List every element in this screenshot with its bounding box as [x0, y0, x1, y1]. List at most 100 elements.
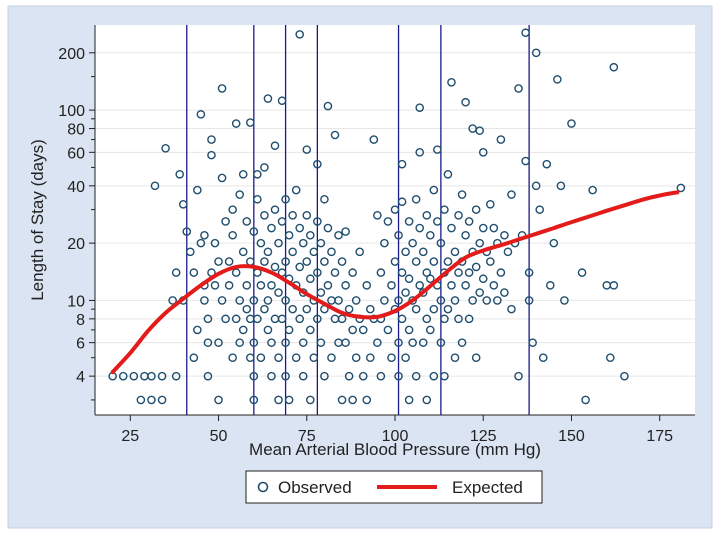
observed-point [277, 314, 287, 324]
observed-point [394, 371, 403, 381]
observed-point [521, 28, 530, 38]
observed-point [245, 118, 255, 127]
observed-point [305, 274, 315, 284]
observed-point [281, 257, 290, 266]
observed-point [454, 314, 463, 324]
observed-point [447, 223, 456, 233]
observed-point [401, 353, 410, 363]
observed-point [256, 281, 266, 290]
y-tick-label: 60 [67, 145, 85, 162]
observed-point [401, 288, 410, 297]
observed-point [553, 75, 562, 84]
observed-point [531, 181, 541, 191]
observed-point [118, 371, 128, 381]
observed-point [249, 395, 259, 405]
observed-point [475, 288, 485, 297]
observed-point [203, 371, 213, 381]
observed-point [415, 223, 425, 233]
observed-point [397, 159, 407, 169]
observed-point [478, 148, 488, 157]
observed-point [210, 238, 220, 248]
observed-point [397, 197, 407, 207]
observed-point [560, 296, 569, 305]
observed-point [175, 169, 185, 179]
observed-point [238, 169, 248, 179]
observed-point [535, 205, 545, 214]
y-tick-label: 8 [76, 312, 85, 329]
observed-point [274, 238, 283, 248]
observed-point [447, 281, 456, 290]
observed-point [305, 230, 315, 240]
observed-point [411, 257, 421, 266]
observed-point [193, 185, 202, 195]
observed-point [210, 281, 220, 290]
observed-point [475, 238, 485, 248]
observed-point [305, 325, 315, 335]
observed-point [291, 185, 301, 195]
observed-point [404, 395, 414, 405]
observed-point [196, 238, 206, 248]
observed-point [609, 281, 619, 290]
observed-point [185, 247, 195, 257]
observed-point [344, 371, 354, 381]
observed-point [316, 238, 326, 248]
observed-point [228, 230, 237, 240]
observed-point [471, 353, 481, 363]
x-axis-ticks: 25 50 75 100 125 150 175 [121, 415, 673, 445]
observed-point [263, 296, 273, 305]
observed-point [228, 205, 237, 214]
observed-point [411, 304, 421, 314]
observed-point [263, 247, 273, 257]
observed-point [196, 110, 206, 119]
observed-point [253, 314, 262, 324]
observed-point [461, 230, 470, 240]
observed-point [464, 314, 474, 324]
observed-point [401, 247, 410, 257]
observed-point [514, 84, 523, 93]
expected-line [110, 190, 680, 375]
observed-point [351, 296, 361, 305]
observed-point [323, 281, 333, 290]
observed-point [581, 395, 590, 405]
observed-point [270, 141, 280, 151]
observed-point [157, 395, 167, 405]
x-tick-label: 25 [121, 428, 139, 445]
x-tick-label: 50 [210, 428, 228, 445]
observed-point [171, 268, 181, 277]
observed-point [362, 281, 372, 290]
observed-point [440, 371, 449, 381]
observed-point [242, 304, 252, 314]
observed-point [238, 325, 248, 335]
observed-point [284, 395, 294, 405]
observed-point [531, 48, 541, 58]
observed-point [380, 296, 389, 305]
observed-point [556, 181, 566, 191]
observed-point [418, 338, 428, 347]
observed-point [383, 325, 393, 335]
x-tick-label: 75 [298, 428, 316, 445]
observed-point [320, 257, 329, 266]
observed-point [217, 84, 227, 93]
x-tick-label: 125 [470, 428, 497, 445]
observed-point [323, 101, 333, 111]
observed-point [468, 296, 477, 305]
y-axis-ticks: 4 6 8 10 20 40 60 80 100 200 [58, 46, 95, 401]
observed-point [161, 143, 170, 153]
observed-point [316, 288, 326, 297]
observed-point [394, 338, 403, 347]
y-tick-label: 10 [67, 293, 85, 310]
observed-point [471, 205, 481, 214]
observed-point [422, 395, 432, 405]
observed-point [330, 130, 340, 140]
y-tick-label: 200 [58, 46, 85, 63]
observed-point [337, 395, 347, 405]
observed-point [380, 238, 389, 248]
observed-point [376, 268, 386, 277]
observed-point [217, 296, 227, 305]
observed-point [471, 262, 481, 272]
observed-point [298, 238, 308, 248]
observed-point [207, 135, 216, 144]
observed-point [422, 314, 432, 324]
observed-point [475, 126, 485, 135]
observed-point [425, 274, 435, 284]
